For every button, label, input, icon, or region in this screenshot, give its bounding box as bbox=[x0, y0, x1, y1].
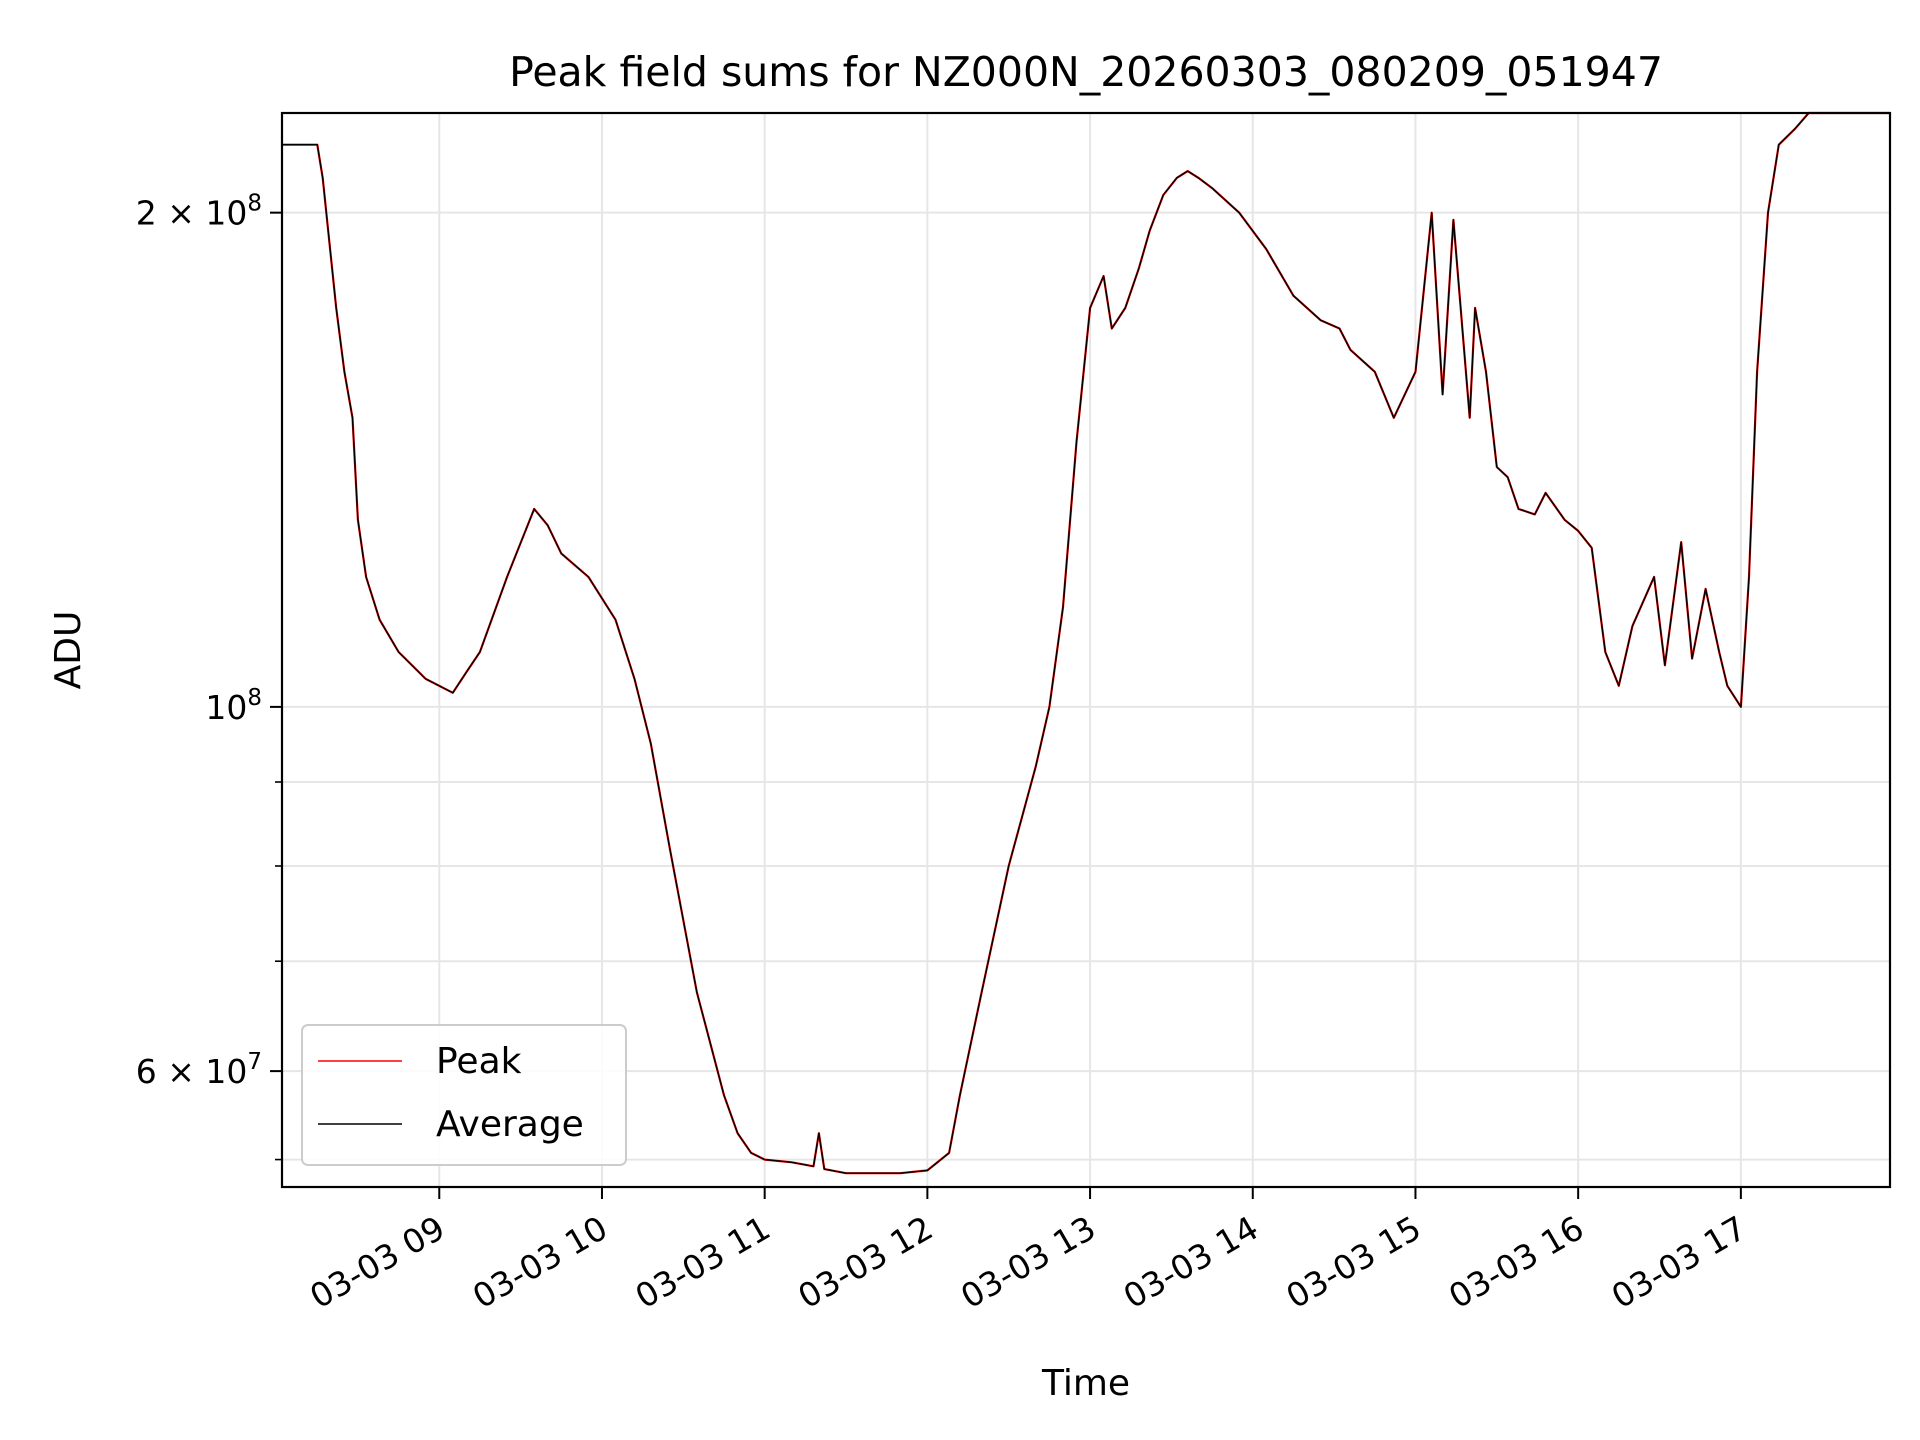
y-tick-label: 6 × 107 bbox=[136, 1049, 262, 1091]
legend-label-peak: Peak bbox=[436, 1041, 522, 1082]
x-axis-label: Time bbox=[1041, 1363, 1130, 1404]
legend-label-average: Average bbox=[436, 1104, 584, 1145]
y-axis-ticks: 108 2 × 108 6 × 107 bbox=[136, 191, 282, 1161]
chart-title: Peak field sums for NZ000N_20260303_0802… bbox=[509, 48, 1663, 96]
legend: Peak Average bbox=[301, 1024, 627, 1166]
series-line-average bbox=[282, 112, 1890, 1174]
series-layer bbox=[282, 111, 1890, 1175]
y-axis-label: ADU bbox=[48, 611, 89, 690]
legend-box bbox=[301, 1024, 627, 1166]
y-tick-label: 2 × 108 bbox=[136, 191, 262, 233]
y-tick-label: 108 bbox=[205, 685, 262, 727]
plot-frame bbox=[280, 111, 1892, 1189]
